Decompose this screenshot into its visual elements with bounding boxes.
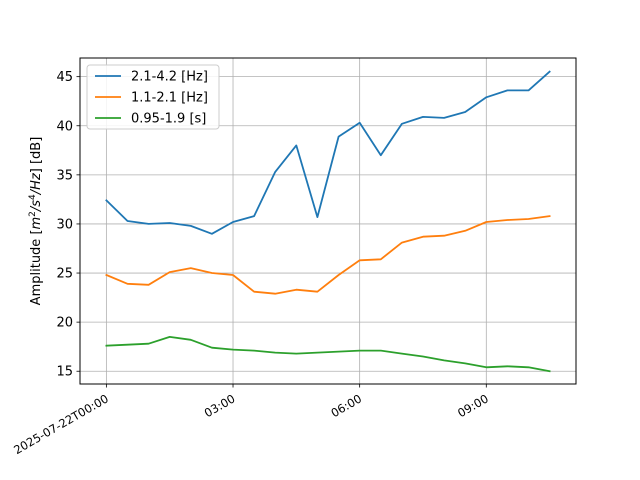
legend-label: 1.1-2.1 [Hz] — [131, 91, 208, 106]
y-tick-label: 15 — [56, 365, 73, 380]
y-tick-label: 20 — [56, 316, 73, 331]
legend-box — [86, 64, 220, 130]
y-axis-label: Amplitude [m2/s4/Hz] [dB] — [28, 137, 44, 306]
y-tick-label: 45 — [56, 70, 73, 85]
y-tick-label: 40 — [56, 119, 73, 134]
series-lines — [105, 70, 551, 373]
y-tick-label: 30 — [56, 217, 73, 232]
series-line-1 — [105, 70, 551, 235]
plot-frame — [79, 57, 577, 385]
legend-label: 2.1-4.2 [Hz] — [131, 70, 208, 85]
legend: 2.1-4.2 [Hz] 1.1-2.1 [Hz] 0.95-1.9 [s] — [86, 64, 220, 130]
series-line-3 — [105, 335, 551, 373]
y-tick-label: 35 — [56, 168, 73, 183]
y-tick-label: 25 — [56, 267, 73, 282]
y-axis: 15 20 25 30 35 40 45 — [56, 70, 80, 380]
legend-label: 0.95-1.9 [s] — [131, 112, 206, 127]
series-line-2 — [105, 215, 551, 295]
